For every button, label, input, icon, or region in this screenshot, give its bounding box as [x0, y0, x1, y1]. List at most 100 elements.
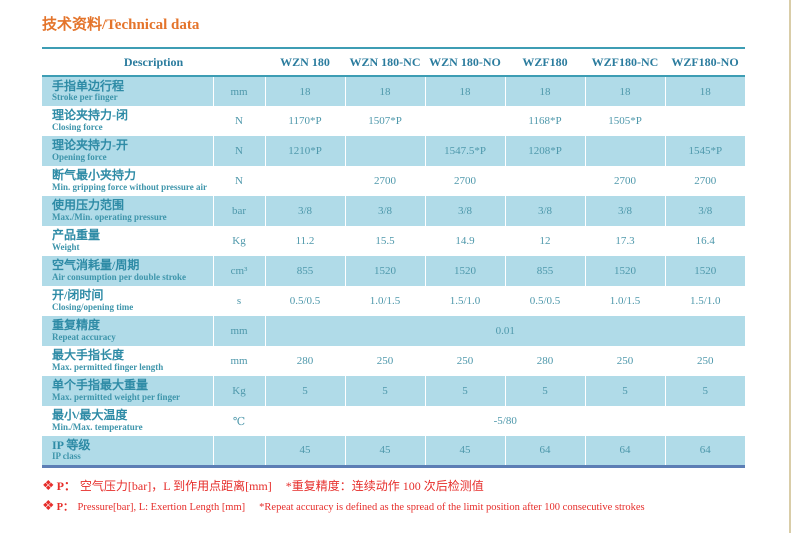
row-value: 1210*P [264, 136, 346, 166]
row-label-zh: 理论夹持力-闭 [52, 108, 128, 123]
row-value: 280 [264, 346, 346, 376]
column-header-wzn-180-nc: WZN 180-NC [345, 48, 426, 77]
table-row: 重复精度 Repeat accuracy mm 0.01 [42, 316, 746, 346]
row-value: 1.0/1.5 [344, 286, 426, 316]
row-label: 最小/最大温度 Min./Max. temperature [42, 406, 213, 436]
row-value: 2700 [424, 166, 506, 196]
row-label-zh: 空气消耗量/周期 [52, 258, 140, 273]
row-unit: mm [212, 76, 266, 106]
table-row: 最小/最大温度 Min./Max. temperature ℃ -5/80 [42, 406, 746, 436]
row-unit: s [212, 286, 266, 316]
row-label-en: Max. permitted weight per finger [52, 391, 181, 402]
row-unit: ℃ [212, 406, 266, 436]
header-row: Description WZN 180 WZN 180-NC WZN 180-NO WZ… [42, 48, 746, 77]
row-value: 1170*P [264, 106, 346, 136]
row-value: 2700 [584, 166, 666, 196]
table-row: 开/闭时间 Closing/opening time s 0.5/0.5 1.0/1.5… [42, 286, 746, 316]
table-row: 理论夹持力-开 Opening force N 1210*P 1547.5*P 1208*… [42, 136, 746, 166]
row-value: 3/8 [584, 196, 666, 226]
row-label: 空气消耗量/周期 Air consumption per double strok… [42, 256, 213, 286]
column-header-wzn-180-no: WZN 180-NO [425, 48, 506, 77]
row-label: 开/闭时间 Closing/opening time [42, 286, 213, 316]
row-label: 产品重量 Weight [42, 226, 213, 256]
row-value [264, 166, 346, 196]
row-value: 5 [344, 376, 426, 406]
footnote-prefix: P： [56, 478, 76, 493]
row-value [664, 106, 746, 136]
row-label: IP 等级 IP class [42, 436, 213, 466]
technical-data-table: Description WZN 180 WZN 180-NC WZN 180-NO WZ… [42, 47, 746, 468]
table-row: 单个手指最大重量 Max. permitted weight per finger… [42, 376, 746, 406]
page-edge-line [789, 0, 791, 533]
table-row: 最大手指长度 Max. permitted finger length mm 280 2… [42, 346, 746, 376]
row-label-en: Closing force [52, 121, 103, 132]
row-label-zh: 产品重量 [52, 228, 101, 243]
row-label: 重复精度 Repeat accuracy [42, 316, 213, 346]
row-label: 使用压力范围 Max./Min. operating pressure [42, 196, 213, 226]
row-value [424, 106, 506, 136]
row-value: 18 [344, 76, 426, 106]
footnote-note: *Repeat accuracy is defined as the sprea… [259, 501, 645, 513]
row-label-zh: 开/闭时间 [52, 288, 104, 303]
row-unit: mm [212, 316, 266, 346]
row-value: 1520 [584, 256, 666, 286]
row-value: 15.5 [344, 226, 426, 256]
row-value: 3/8 [264, 196, 346, 226]
row-value: 250 [584, 346, 666, 376]
row-value: 1547.5*P [424, 136, 506, 166]
row-value: 18 [504, 76, 586, 106]
row-value: 12 [504, 226, 586, 256]
footnote: ❖ P： 空气压力[bar]，L 到作用点距离[mm] *重复精度：连续动作 100 … [42, 477, 795, 499]
row-unit: N [212, 106, 266, 136]
row-unit [212, 436, 266, 466]
column-header-wzf180-nc: WZF180-NC [585, 48, 666, 77]
row-value: 18 [584, 76, 666, 106]
column-header-wzn-180: WZN 180 [265, 48, 346, 77]
row-value: 3/8 [344, 196, 426, 226]
row-value: 1520 [424, 256, 506, 286]
row-value: 0.5/0.5 [264, 286, 346, 316]
diamond-icon: ❖ [42, 498, 55, 514]
row-value: 2700 [664, 166, 746, 196]
row-value: 5 [264, 376, 346, 406]
row-value: 250 [424, 346, 506, 376]
row-label-zh: 最小/最大温度 [52, 408, 128, 423]
row-label-en: Stroke per finger [52, 92, 118, 103]
row-value: 1.0/1.5 [584, 286, 666, 316]
footnote-note: *重复精度：连续动作 100 次后检测值 [285, 478, 484, 493]
row-value: 18 [424, 76, 506, 106]
footnote-body: Pressure[bar], L: Exertion Length [mm] [77, 501, 246, 513]
row-value: 1.5/1.0 [424, 286, 506, 316]
row-label-en: Air consumption per double stroke [52, 271, 187, 282]
row-label-zh: 最大手指长度 [52, 348, 125, 363]
row-value: 45 [344, 436, 426, 466]
row-unit: Kg [212, 226, 266, 256]
row-value-merged: -5/80 [264, 406, 746, 436]
row-value-merged: 0.01 [264, 316, 746, 346]
row-label-en: Repeat accuracy [52, 331, 116, 342]
row-value: 280 [504, 346, 586, 376]
row-value: 855 [264, 256, 346, 286]
row-label-en: Max. permitted finger length [52, 361, 164, 372]
row-value: 45 [424, 436, 506, 466]
row-value: 1.5/1.0 [664, 286, 746, 316]
table-header: Description WZN 180 WZN 180-NC WZN 180-NO WZ… [42, 48, 746, 77]
row-value: 250 [664, 346, 746, 376]
row-unit: Kg [212, 376, 266, 406]
column-header-description: Description [42, 48, 266, 77]
row-value: 14.9 [424, 226, 506, 256]
row-value: 18 [264, 76, 346, 106]
table-row: 理论夹持力-闭 Closing force N 1170*P 1507*P 1168*P 1… [42, 106, 746, 136]
row-label-zh: 断气最小夹持力 [52, 168, 137, 183]
row-value: 18 [664, 76, 746, 106]
table-row: IP 等级 IP class 45 45 45 64 64 64 [42, 436, 746, 466]
row-value [504, 166, 586, 196]
row-value: 45 [264, 436, 346, 466]
row-value: 5 [424, 376, 506, 406]
table-row: 手指单边行程 Stroke per finger mm 18 18 18 18 18 18 [42, 76, 746, 106]
row-value: 1208*P [504, 136, 586, 166]
row-label: 单个手指最大重量 Max. permitted weight per finger [42, 376, 213, 406]
column-header-wzf180: WZF180 [505, 48, 586, 77]
row-value: 0.5/0.5 [504, 286, 586, 316]
